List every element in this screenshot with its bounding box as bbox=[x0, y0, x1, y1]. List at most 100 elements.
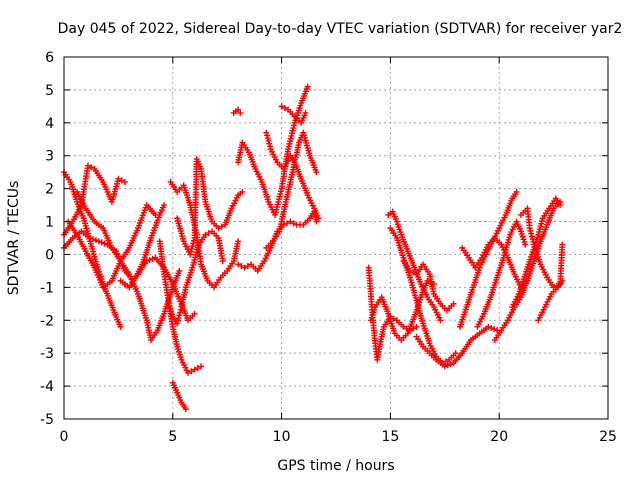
series-track-ad bbox=[517, 205, 566, 291]
x-tick-label: 5 bbox=[168, 429, 177, 445]
data-point bbox=[219, 258, 226, 265]
data-point bbox=[187, 251, 194, 258]
data-point bbox=[191, 366, 198, 373]
x-axis-ticks: 0 5 10 15 20 25 bbox=[60, 57, 617, 445]
data-point bbox=[527, 227, 534, 234]
data-point bbox=[302, 109, 309, 116]
data-points bbox=[61, 83, 566, 413]
series-track-p bbox=[263, 129, 320, 251]
data-point bbox=[528, 233, 535, 240]
data-point bbox=[161, 202, 168, 209]
x-tick-label: 0 bbox=[60, 429, 69, 445]
data-point bbox=[529, 236, 536, 243]
data-point bbox=[241, 264, 248, 271]
data-point bbox=[513, 188, 520, 195]
data-point bbox=[244, 262, 251, 269]
data-point bbox=[118, 177, 125, 184]
data-point bbox=[149, 255, 156, 262]
data-point bbox=[535, 231, 542, 238]
data-point bbox=[194, 364, 201, 371]
y-tick-label: 2 bbox=[45, 182, 54, 198]
x-tick-label: 25 bbox=[599, 429, 617, 445]
data-point bbox=[90, 236, 97, 243]
data-point bbox=[87, 235, 94, 241]
series-track-k bbox=[169, 379, 189, 413]
x-tick-label: 20 bbox=[490, 429, 508, 445]
data-point bbox=[235, 238, 242, 245]
data-point bbox=[450, 300, 457, 307]
series-track-z bbox=[474, 218, 529, 330]
series-track-u bbox=[387, 225, 459, 367]
y-tick-label: 3 bbox=[45, 149, 54, 165]
series-track-n bbox=[235, 83, 311, 218]
plot-frame bbox=[63, 56, 609, 420]
data-point bbox=[287, 218, 294, 225]
data-point bbox=[265, 137, 272, 144]
grid-lines bbox=[64, 57, 608, 419]
series-track-g bbox=[156, 238, 205, 376]
y-axis-ticks: -5 -4 -3 -2 -1 0 1 2 3 4 5 6 bbox=[40, 50, 608, 428]
data-point bbox=[266, 143, 273, 150]
data-point bbox=[528, 230, 535, 237]
data-point bbox=[177, 309, 184, 316]
data-point bbox=[278, 103, 285, 110]
data-point bbox=[182, 406, 189, 413]
data-point bbox=[538, 217, 545, 224]
x-tick-label: 10 bbox=[273, 429, 291, 445]
data-point bbox=[176, 312, 183, 319]
x-axis-label: GPS time / hours bbox=[277, 458, 394, 474]
y-tick-label: 1 bbox=[45, 215, 54, 231]
data-point bbox=[522, 241, 529, 248]
data-point bbox=[413, 323, 420, 330]
data-point bbox=[239, 188, 246, 195]
data-point bbox=[117, 323, 124, 330]
data-point bbox=[424, 277, 431, 284]
data-point bbox=[444, 362, 451, 369]
y-tick-label: -3 bbox=[40, 346, 54, 362]
data-point bbox=[263, 129, 270, 136]
data-point bbox=[205, 230, 212, 237]
data-point bbox=[202, 231, 209, 238]
data-point bbox=[536, 228, 543, 235]
data-point bbox=[400, 323, 407, 330]
series-track-l bbox=[230, 106, 244, 116]
data-point bbox=[557, 202, 564, 209]
series-track-a bbox=[61, 169, 124, 330]
data-point bbox=[536, 226, 543, 233]
data-point bbox=[101, 240, 108, 247]
data-point bbox=[191, 310, 198, 317]
data-point bbox=[266, 140, 273, 147]
data-point bbox=[559, 241, 566, 248]
series-track-d bbox=[65, 202, 159, 291]
data-point bbox=[315, 215, 322, 222]
data-point bbox=[442, 358, 449, 365]
series-track-ab bbox=[509, 195, 564, 311]
data-point bbox=[485, 323, 492, 330]
y-tick-label: -2 bbox=[40, 313, 54, 329]
data-point bbox=[441, 363, 448, 370]
y-tick-label: 0 bbox=[45, 247, 54, 263]
data-point bbox=[447, 361, 454, 368]
data-point bbox=[175, 315, 182, 322]
data-point bbox=[304, 83, 311, 90]
data-point bbox=[526, 225, 533, 232]
data-point bbox=[550, 284, 557, 291]
series-track-v bbox=[400, 258, 457, 314]
data-point bbox=[238, 262, 245, 269]
data-point bbox=[189, 243, 196, 250]
y-tick-label: 5 bbox=[45, 83, 54, 99]
data-point bbox=[537, 223, 544, 230]
data-point bbox=[174, 320, 181, 327]
data-point bbox=[190, 240, 197, 247]
data-point bbox=[115, 175, 122, 182]
series-track-j bbox=[174, 156, 246, 258]
y-axis-label: SDTVAR / TECUs bbox=[6, 181, 22, 296]
data-point bbox=[187, 248, 194, 255]
data-point bbox=[264, 135, 271, 142]
data-point bbox=[146, 256, 153, 263]
chart-title: Day 045 of 2022, Sidereal Day-to-day VTE… bbox=[58, 21, 623, 37]
data-point bbox=[198, 363, 205, 370]
data-point bbox=[98, 239, 105, 246]
data-point bbox=[237, 109, 244, 116]
